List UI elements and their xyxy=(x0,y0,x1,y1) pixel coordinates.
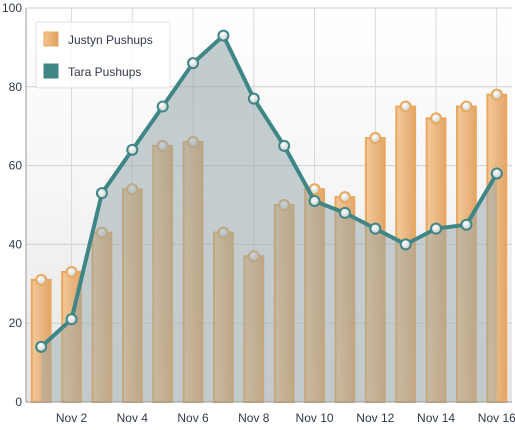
bar-marker-justyn xyxy=(490,88,503,101)
legend-swatch xyxy=(43,31,59,47)
point-tara xyxy=(217,29,230,42)
bar-marker-justyn xyxy=(35,273,48,286)
point-tara xyxy=(430,222,443,235)
y-tick-label: 40 xyxy=(9,237,23,251)
axes xyxy=(25,8,512,403)
point-tara xyxy=(187,57,200,70)
point-tara xyxy=(65,313,78,326)
legend: Justyn Pushups Tara Pushups xyxy=(35,21,171,89)
x-tick-label: Nov 12 xyxy=(356,411,394,425)
x-tick-label: Nov 6 xyxy=(177,411,209,425)
x-tick-label: Nov 8 xyxy=(238,411,270,425)
y-tick-label: 20 xyxy=(9,316,23,330)
line-tara xyxy=(39,33,499,349)
legend-label: Justyn Pushups xyxy=(68,33,153,47)
area-series-tara xyxy=(35,29,503,402)
point-tara xyxy=(95,187,108,200)
x-tick-label: Nov 10 xyxy=(296,411,334,425)
point-tara xyxy=(308,195,321,208)
point-tara xyxy=(460,218,473,231)
point-tara xyxy=(247,92,260,105)
y-tick-label: 100 xyxy=(2,1,22,15)
y-tick-label: 0 xyxy=(15,395,22,409)
y-tick-label: 80 xyxy=(9,80,23,94)
point-tara xyxy=(35,340,48,353)
x-axis-ticks: Nov 2 Nov 4 Nov 6 Nov 8 Nov 10 Nov 12 Nov 14 No… xyxy=(56,411,515,425)
legend-label: Tara Pushups xyxy=(68,65,141,79)
legend-box xyxy=(35,21,171,89)
y-axis-ticks: 0 20 40 60 80 100 xyxy=(2,1,22,409)
point-tara xyxy=(399,238,412,251)
point-tara xyxy=(490,167,503,180)
point-tara xyxy=(338,206,351,219)
x-tick-label: Nov 16 xyxy=(478,411,515,425)
y-tick-label: 60 xyxy=(9,159,23,173)
bar-marker-justyn xyxy=(65,265,78,278)
bar-marker-justyn xyxy=(399,100,412,113)
x-tick-label: Nov 14 xyxy=(417,411,455,425)
x-tick-label: Nov 4 xyxy=(117,411,149,425)
point-tara xyxy=(369,222,382,235)
bar-marker-justyn xyxy=(338,191,351,204)
point-tara xyxy=(126,143,139,156)
x-tick-label: Nov 2 xyxy=(56,411,88,425)
point-tara xyxy=(278,139,291,152)
bar-marker-justyn xyxy=(460,100,473,113)
bar-marker-justyn xyxy=(369,132,382,145)
area-fill-tara xyxy=(41,35,497,402)
bar-marker-justyn xyxy=(430,112,443,125)
legend-swatch xyxy=(43,63,59,79)
point-tara xyxy=(156,100,169,113)
